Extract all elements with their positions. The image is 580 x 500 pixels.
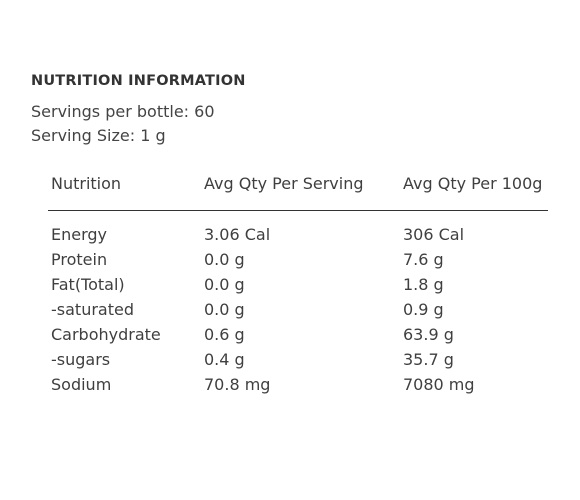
per-100g-value: 306 Cal: [403, 225, 465, 244]
per-100g-value: 0.9 g: [403, 300, 444, 319]
per-100g-value: 7080 mg: [403, 375, 475, 394]
nutrient-name: Carbohydrate: [51, 325, 161, 344]
per-serving-value: 0.4 g: [204, 350, 245, 369]
serving-size: Serving Size: 1 g: [31, 126, 166, 145]
table-row: -saturated 0.0 g 0.9 g: [48, 297, 548, 322]
per-serving-value: 0.6 g: [204, 325, 245, 344]
column-header-nutrition: Nutrition: [51, 174, 122, 193]
nutrition-table: Nutrition Avg Qty Per Serving Avg Qty Pe…: [48, 174, 548, 397]
per-100g-value: 63.9 g: [403, 325, 454, 344]
per-serving-value: 70.8 mg: [204, 375, 271, 394]
table-header: Nutrition Avg Qty Per Serving Avg Qty Pe…: [48, 174, 548, 211]
table-row: Energy 3.06 Cal 306 Cal: [48, 222, 548, 247]
table-row: -sugars 0.4 g 35.7 g: [48, 347, 548, 372]
per-100g-value: 35.7 g: [403, 350, 454, 369]
nutrient-name: Sodium: [51, 375, 112, 394]
nutrient-name: Energy: [51, 225, 108, 244]
nutrient-name: -sugars: [51, 350, 111, 369]
nutrient-name: Protein: [51, 250, 108, 269]
per-serving-value: 0.0 g: [204, 300, 245, 319]
table-row: Protein 0.0 g 7.6 g: [48, 247, 548, 272]
per-100g-value: 7.6 g: [403, 250, 444, 269]
per-serving-value: 3.06 Cal: [204, 225, 271, 244]
column-header-per-serving: Avg Qty Per Serving: [204, 174, 364, 193]
table-row: Fat(Total) 0.0 g 1.8 g: [48, 272, 548, 297]
table-body: Energy 3.06 Cal 306 Cal Protein 0.0 g 7.…: [48, 222, 548, 397]
servings-per-bottle: Servings per bottle: 60: [31, 102, 215, 121]
nutrient-name: -saturated: [51, 300, 134, 319]
column-header-per-100g: Avg Qty Per 100g: [403, 174, 543, 193]
per-serving-value: 0.0 g: [204, 250, 245, 269]
table-row: Carbohydrate 0.6 g 63.9 g: [48, 322, 548, 347]
per-100g-value: 1.8 g: [403, 275, 444, 294]
per-serving-value: 0.0 g: [204, 275, 245, 294]
table-row: Sodium 70.8 mg 7080 mg: [48, 372, 548, 397]
page-title: NUTRITION INFORMATION: [31, 73, 246, 89]
nutrient-name: Fat(Total): [51, 275, 125, 294]
nutrition-panel: NUTRITION INFORMATION Servings per bottl…: [31, 72, 551, 148]
